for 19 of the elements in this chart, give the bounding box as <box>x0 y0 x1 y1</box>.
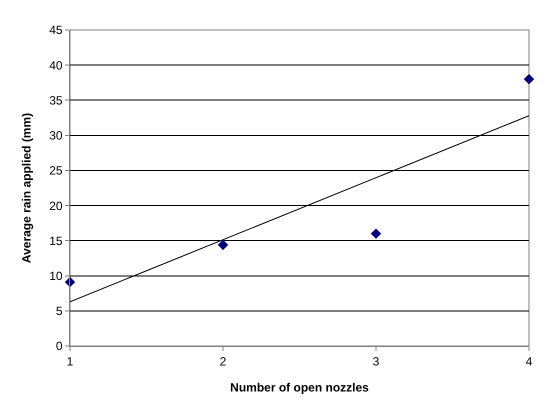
x-tick-label: 3 <box>372 354 380 368</box>
y-tick-label: 20 <box>49 198 63 213</box>
point <box>524 74 534 84</box>
y-tick-label: 25 <box>49 164 63 178</box>
y-tick-label: 35 <box>49 93 63 108</box>
point <box>218 240 228 250</box>
y-tick-label: 30 <box>49 128 63 143</box>
y-tick-label: 5 <box>56 304 63 318</box>
x-axis-title: Number of open nozzles <box>230 380 370 394</box>
y-tick-label: 0 <box>56 339 63 354</box>
x-tick-label: 2 <box>220 354 227 368</box>
y-tick-label: 10 <box>49 268 63 283</box>
point <box>370 228 382 239</box>
y-axis-title: Average rain applied (mm) <box>20 112 34 264</box>
x-tick-label: 4 <box>526 354 533 368</box>
x-tick-label: 1 <box>66 354 74 368</box>
y-tick-label: 40 <box>49 58 63 72</box>
y-tick-label: 45 <box>49 23 63 38</box>
y-tick-label: 15 <box>49 234 63 248</box>
